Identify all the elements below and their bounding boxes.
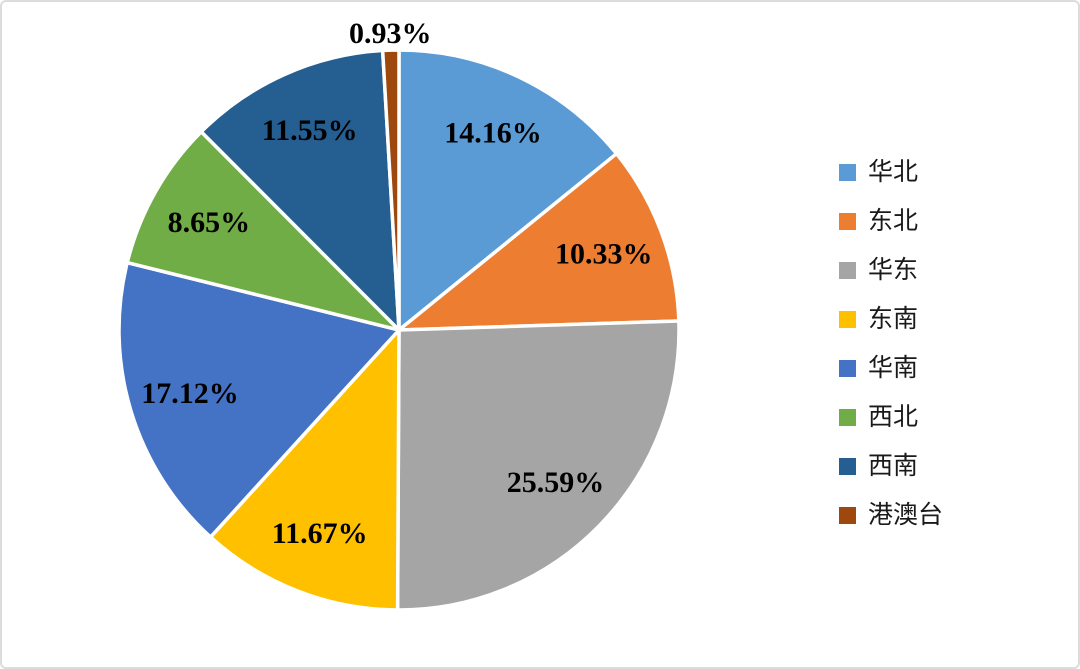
legend-color-swatch bbox=[839, 360, 856, 377]
legend-item-7: 港澳台 bbox=[839, 491, 943, 540]
legend-label: 港澳台 bbox=[868, 501, 944, 529]
legend-label: 西北 bbox=[868, 403, 919, 431]
legend-color-swatch bbox=[839, 262, 856, 279]
pie-slice-4 bbox=[117, 260, 401, 539]
slice-percent-label-1: 10.33% bbox=[555, 237, 653, 270]
legend-item-1: 东北 bbox=[839, 197, 943, 246]
legend-color-swatch bbox=[839, 458, 856, 475]
slice-percent-label-5: 8.65% bbox=[168, 206, 251, 239]
legend-label: 东南 bbox=[868, 305, 919, 333]
legend-item-3: 东南 bbox=[839, 295, 943, 344]
legend-item-4: 华南 bbox=[839, 344, 943, 393]
pie-slice-3 bbox=[208, 328, 401, 612]
legend-label: 华东 bbox=[868, 256, 919, 284]
pie-slice-2 bbox=[395, 319, 681, 612]
legend-item-0: 华北 bbox=[839, 148, 943, 197]
pie-slice-6 bbox=[199, 48, 401, 332]
pie-slice-7 bbox=[380, 48, 401, 332]
legend-color-swatch bbox=[839, 311, 856, 328]
legend-color-swatch bbox=[839, 164, 856, 181]
legend-label: 西南 bbox=[868, 452, 919, 480]
legend-color-swatch bbox=[839, 507, 856, 524]
slice-percent-label-2: 25.59% bbox=[507, 466, 605, 499]
pie-slice-1 bbox=[397, 151, 681, 332]
pie-slice-0 bbox=[397, 48, 619, 332]
legend-item-6: 西南 bbox=[839, 442, 943, 491]
pie-slice-5 bbox=[125, 130, 401, 332]
legend: 华北东北华东东南华南西北西南港澳台 bbox=[839, 148, 943, 540]
legend-label: 华北 bbox=[868, 158, 919, 186]
slice-percent-label-6: 11.55% bbox=[262, 114, 358, 147]
legend-label: 华南 bbox=[868, 354, 919, 382]
legend-label: 东北 bbox=[868, 207, 919, 235]
legend-item-2: 华东 bbox=[839, 246, 943, 295]
legend-color-swatch bbox=[839, 409, 856, 426]
legend-item-5: 西北 bbox=[839, 393, 943, 442]
slice-percent-label-0: 14.16% bbox=[444, 116, 542, 149]
slice-percent-label-4: 17.12% bbox=[141, 377, 239, 410]
slice-percent-label-7: 0.93% bbox=[349, 17, 432, 50]
legend-color-swatch bbox=[839, 213, 856, 230]
slice-percent-label-3: 11.67% bbox=[272, 517, 368, 550]
